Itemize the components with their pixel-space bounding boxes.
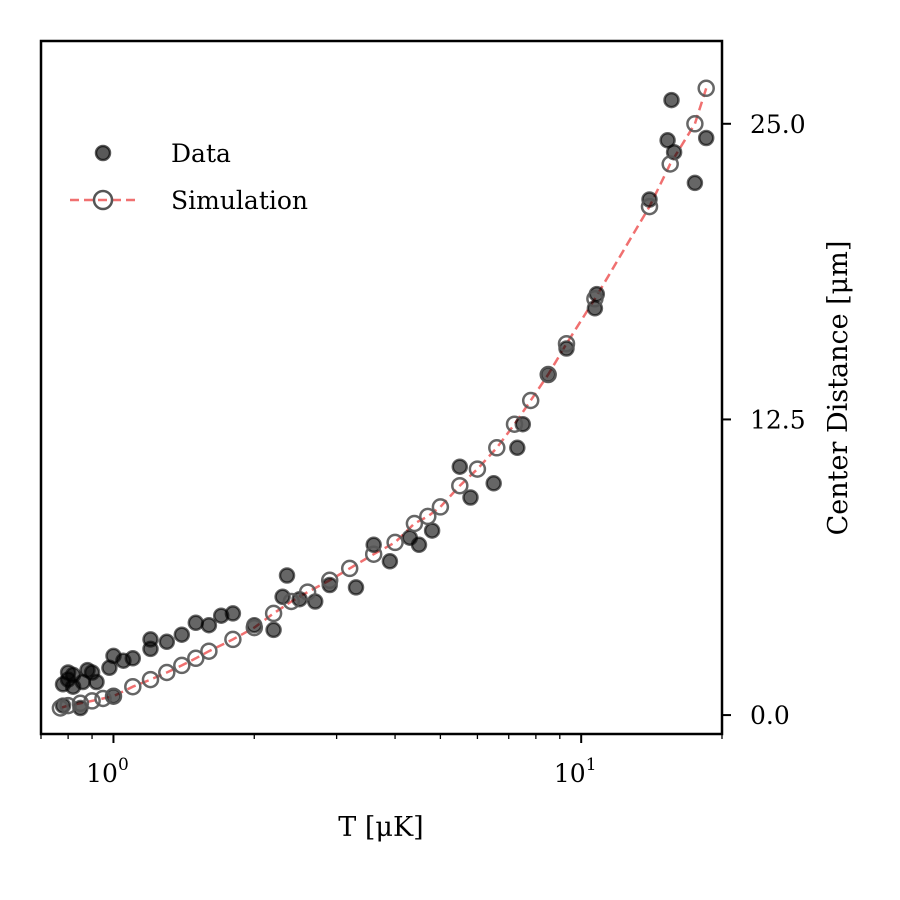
y-axis-label: Center Distance [μm] <box>823 241 854 536</box>
data-point <box>265 621 282 639</box>
simulation-point <box>364 545 383 563</box>
simulation-point <box>488 439 506 457</box>
simulation-point <box>320 571 339 590</box>
legend-data-label: Data <box>171 139 231 168</box>
simulation-point <box>83 692 101 710</box>
data-point <box>423 522 441 539</box>
legend-simulation-marker <box>92 189 114 211</box>
y-tick-label: 25.0 <box>750 110 806 139</box>
x-tick-label: 100 <box>86 755 129 788</box>
simulation-point <box>94 689 112 708</box>
simulation-point <box>557 334 576 353</box>
data-point <box>187 614 205 632</box>
legend: Data Simulation <box>70 139 308 215</box>
data-point <box>88 673 105 691</box>
simulation-point <box>51 699 70 717</box>
simulation-point <box>173 656 191 675</box>
simulation-point <box>141 670 160 689</box>
simulation-point <box>224 630 242 649</box>
simulation-point <box>200 642 218 660</box>
data-point <box>224 605 242 622</box>
data-point <box>686 174 704 192</box>
simulation-point <box>431 498 450 516</box>
data-point <box>274 588 291 606</box>
simulation-point <box>640 197 659 216</box>
data-point <box>509 439 526 457</box>
simulation-point <box>586 290 604 308</box>
data-point <box>485 475 502 492</box>
simulation-point <box>661 155 679 173</box>
simulation-point <box>104 687 123 705</box>
data-point <box>158 633 176 651</box>
simulation-point <box>386 533 404 552</box>
data-point <box>462 489 479 506</box>
simulation-point <box>298 583 317 601</box>
x-axis-label: T [μK] <box>338 812 423 843</box>
simulation-point <box>340 559 359 578</box>
simulation-point <box>539 365 557 384</box>
simulation-point <box>697 79 715 98</box>
simulation-point <box>405 514 424 533</box>
data-point <box>200 616 218 634</box>
simulation-point <box>59 696 77 715</box>
data-point <box>663 91 680 109</box>
markers-layer <box>51 79 715 717</box>
y-tick-label: 12.5 <box>750 405 806 434</box>
simulation-point <box>158 663 176 682</box>
data-point <box>173 626 191 643</box>
x-tick-label: 101 <box>554 755 597 788</box>
simulation-point <box>124 677 142 696</box>
plot-frame <box>39 39 724 736</box>
simulation-point <box>468 460 487 478</box>
data-point <box>306 593 324 610</box>
simulation-point <box>282 592 301 611</box>
simulation-point <box>505 415 524 433</box>
data-point <box>347 579 365 596</box>
legend-data-marker <box>94 144 112 162</box>
simulation-point <box>521 391 540 410</box>
simulation-line <box>60 87 708 710</box>
simulation-point <box>71 694 90 713</box>
data-point <box>451 458 469 475</box>
simulation-point <box>451 476 469 495</box>
legend-simulation-label: Simulation <box>171 186 308 215</box>
data-point <box>410 536 428 554</box>
simulation-point <box>686 115 704 133</box>
simulation-point <box>419 507 437 526</box>
ticks-layer: 100 101 0.0 12.5 25.0 <box>40 110 806 788</box>
data-point <box>278 567 296 584</box>
simulation-point <box>187 649 205 668</box>
data-point <box>697 129 715 147</box>
data-point <box>381 553 399 570</box>
data-point <box>124 650 142 667</box>
simulation-point <box>264 604 283 623</box>
data-point <box>142 640 159 658</box>
simulation-point <box>245 618 264 637</box>
y-tick-label: 0.0 <box>750 701 790 730</box>
